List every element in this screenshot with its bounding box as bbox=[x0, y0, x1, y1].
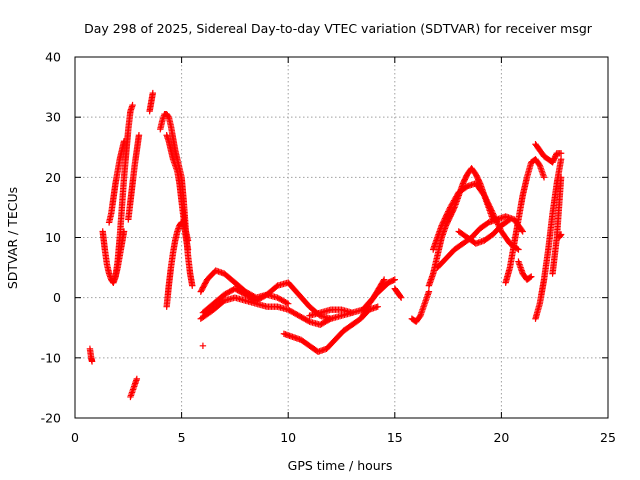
data-point bbox=[485, 200, 492, 207]
data-point bbox=[483, 196, 490, 203]
data-point bbox=[487, 204, 494, 212]
x-axis-label: GPS time / hours bbox=[288, 458, 393, 473]
x-tick-label: 10 bbox=[280, 430, 296, 445]
data-point bbox=[489, 208, 496, 216]
data-point bbox=[487, 206, 495, 213]
x-tick-label: 25 bbox=[600, 430, 616, 445]
data-point bbox=[439, 219, 447, 226]
data-point bbox=[506, 216, 514, 223]
data-point bbox=[120, 228, 128, 235]
data-point bbox=[397, 294, 405, 301]
data-points-layer bbox=[86, 89, 565, 401]
data-point bbox=[439, 220, 446, 228]
data-point bbox=[505, 217, 512, 224]
data-point bbox=[488, 207, 495, 214]
y-tick-label: 20 bbox=[45, 170, 61, 185]
x-tick-label: 0 bbox=[71, 430, 79, 445]
y-tick-label: 40 bbox=[45, 50, 61, 65]
data-point bbox=[120, 138, 128, 145]
data-point bbox=[189, 282, 196, 289]
data-point bbox=[484, 199, 491, 206]
data-point bbox=[283, 299, 291, 307]
data-point bbox=[326, 316, 333, 323]
data-point bbox=[482, 194, 489, 202]
data-point bbox=[445, 206, 453, 214]
data-point bbox=[528, 273, 535, 280]
data-point bbox=[390, 277, 397, 284]
data-point bbox=[444, 209, 451, 217]
y-tick-label: -20 bbox=[41, 411, 61, 426]
data-point bbox=[441, 216, 448, 224]
data-point bbox=[446, 205, 453, 213]
data-point bbox=[481, 193, 489, 200]
data-point bbox=[519, 228, 526, 235]
y-tick-label: 0 bbox=[53, 290, 61, 305]
y-tick-label: 10 bbox=[45, 230, 61, 245]
data-point bbox=[391, 276, 398, 283]
y-axis-label: SDTVAR / TECUs bbox=[5, 187, 20, 289]
data-point bbox=[526, 274, 534, 281]
y-tick-label: -10 bbox=[41, 350, 61, 365]
data-point bbox=[304, 317, 312, 325]
data-point bbox=[443, 212, 450, 219]
data-point bbox=[88, 358, 96, 365]
data-point bbox=[540, 174, 548, 181]
data-point bbox=[184, 237, 192, 244]
data-point bbox=[481, 192, 488, 199]
data-point bbox=[486, 203, 493, 210]
tick-labels-layer: 0 5 10 15 20 25 -20 -10 0 10 20 30 40 bbox=[41, 50, 616, 446]
data-point bbox=[374, 303, 381, 310]
data-point bbox=[514, 245, 521, 252]
data-point bbox=[285, 300, 292, 307]
grid-layer bbox=[75, 57, 608, 418]
data-point bbox=[442, 213, 449, 221]
data-point bbox=[490, 211, 497, 219]
data-point bbox=[149, 89, 157, 97]
y-tick-label: 30 bbox=[45, 110, 61, 125]
data-point bbox=[380, 277, 387, 285]
data-point bbox=[485, 201, 493, 209]
data-point bbox=[199, 342, 207, 349]
data-point bbox=[557, 231, 565, 238]
data-point bbox=[129, 101, 136, 109]
data-point bbox=[135, 132, 143, 139]
data-point bbox=[557, 232, 564, 239]
data-point bbox=[440, 218, 447, 225]
data-point bbox=[557, 156, 565, 163]
data-point bbox=[441, 215, 449, 222]
x-tick-label: 20 bbox=[493, 430, 509, 445]
x-tick-label: 15 bbox=[387, 430, 403, 445]
data-point bbox=[184, 246, 192, 253]
chart-title: Day 298 of 2025, Sidereal Day-to-day VTE… bbox=[84, 21, 593, 36]
data-point bbox=[380, 276, 388, 283]
data-point bbox=[133, 375, 141, 383]
data-point bbox=[443, 211, 451, 218]
data-point bbox=[489, 210, 497, 217]
data-point bbox=[425, 288, 433, 295]
data-point bbox=[483, 197, 491, 205]
data-point bbox=[445, 208, 452, 215]
data-point bbox=[557, 174, 565, 181]
x-tick-label: 5 bbox=[178, 430, 186, 445]
data-point bbox=[397, 293, 404, 300]
data-point bbox=[557, 150, 565, 157]
data-point bbox=[438, 222, 445, 229]
